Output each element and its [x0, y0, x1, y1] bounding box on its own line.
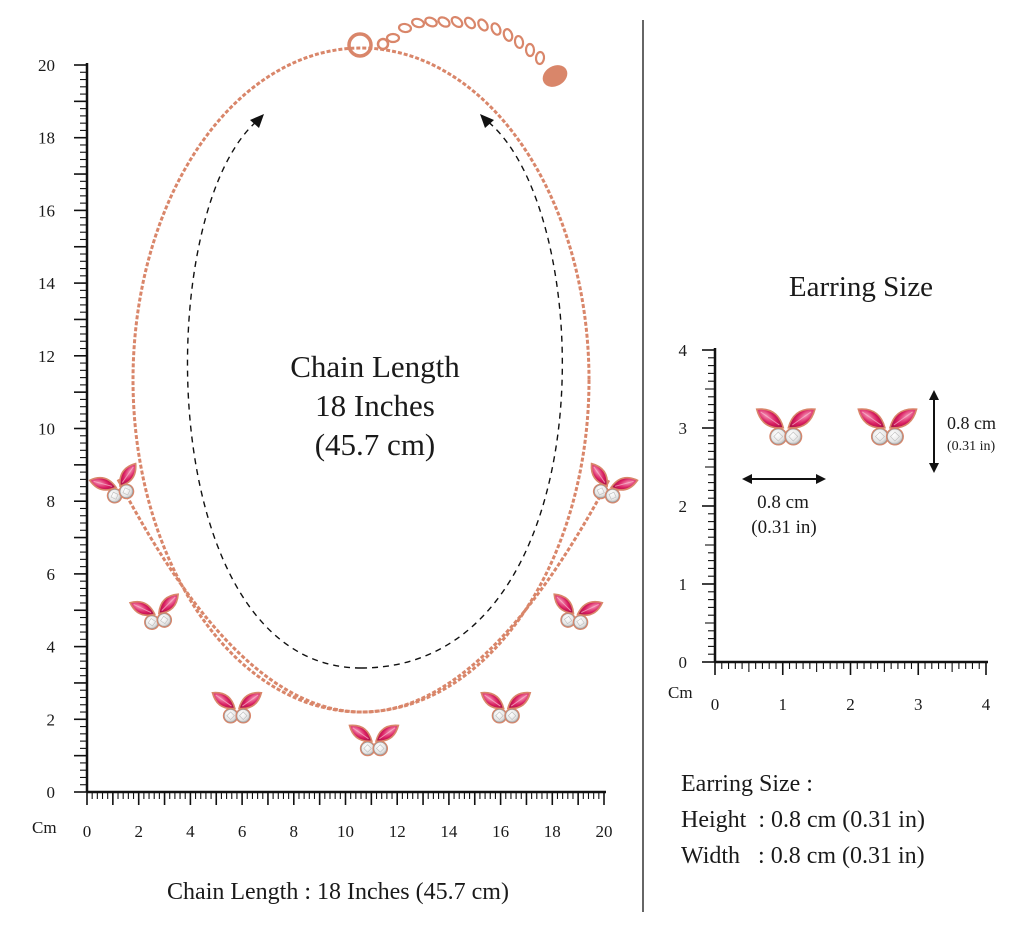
necklace-pendant-1 — [88, 462, 137, 504]
necklace-ruler-x-tick-label: 10 — [337, 822, 354, 841]
earring-ruler-y-tick-label: 2 — [679, 497, 688, 516]
earring-width-in: (0.31 in) — [751, 517, 816, 538]
necklace-chain-lower — [116, 478, 611, 714]
chain-length-label-line-1: Chain Length — [290, 349, 460, 384]
round-diamond — [872, 428, 888, 445]
lobster-clasp — [347, 32, 373, 58]
necklace-ruler-x-tick-label: 2 — [134, 822, 143, 841]
earring-width-cm: 0.8 cm — [757, 492, 809, 513]
round-diamond — [505, 709, 519, 723]
extender-chain — [385, 15, 546, 66]
necklace-pendant-3 — [211, 691, 263, 724]
extender-drop — [542, 65, 568, 87]
necklace-ruler-y-tick-label: 6 — [47, 565, 56, 584]
chain-length-label-line-3: (45.7 cm) — [315, 427, 436, 462]
necklace-ruler-y-tick-label: 20 — [38, 56, 55, 75]
round-diamond — [573, 615, 588, 629]
necklace-ruler-x-tick-label: 18 — [544, 822, 561, 841]
necklace-ruler-y-tick-label: 14 — [38, 274, 56, 293]
earring-stud-2 — [857, 408, 918, 446]
earring-ruler-x-tick-label: 1 — [779, 695, 788, 714]
necklace-ruler-x-tick-label: 4 — [186, 822, 195, 841]
earring-ruler-x-tick-label: 4 — [982, 695, 991, 714]
necklace-ruler-y-tick-label: 8 — [47, 492, 56, 511]
necklace-ruler: 0 2 4 6 8 10 12 14 16 18 20 0 2 4 6 8 10 12 14 16 18 20 — [38, 56, 613, 841]
earring-size-title: Earring Size — [789, 271, 933, 303]
summary-height: Height : 0.8 cm (0.31 in) — [681, 807, 925, 833]
necklace-ruler-y-tick-label: 0 — [47, 783, 56, 802]
jump-ring — [376, 37, 390, 51]
round-diamond — [373, 741, 387, 756]
earring-ruler: 0 1 2 3 4 0 1 2 3 4 — [679, 341, 991, 714]
earring-ruler-x-tick-label: 0 — [711, 695, 720, 714]
earring-size-summary: Earring Size : Height : 0.8 cm (0.31 in)… — [681, 771, 925, 869]
round-diamond — [605, 489, 620, 503]
earring-ruler-y-tick-label: 1 — [679, 575, 688, 594]
length-guide-right — [361, 116, 563, 669]
necklace-pendant-7 — [590, 462, 639, 504]
summary-width: Width : 0.8 cm (0.31 in) — [681, 843, 925, 869]
earring-height-cm: 0.8 cm — [947, 413, 996, 433]
earring-ruler-y-tick-label: 3 — [679, 419, 688, 438]
round-diamond — [236, 709, 250, 723]
earring-height-in: (0.31 in) — [947, 439, 996, 454]
earring-unit-label: Cm — [668, 683, 693, 702]
round-diamond — [224, 709, 238, 723]
necklace-ruler-x-tick-label: 8 — [290, 822, 299, 841]
necklace-ruler-y-tick-label: 2 — [47, 710, 56, 729]
round-diamond — [770, 428, 787, 445]
earring-stud-1 — [755, 408, 816, 446]
round-diamond — [887, 428, 903, 445]
necklace-pendant-2 — [128, 593, 180, 631]
necklace-pendant-4 — [348, 724, 400, 757]
necklace-ruler-y-tick-label: 4 — [47, 638, 56, 657]
chain-length-label-line-2: 18 Inches — [315, 388, 435, 423]
necklace-pendant-6 — [553, 593, 604, 631]
round-diamond — [492, 709, 507, 723]
round-diamond — [119, 484, 134, 499]
necklace-ruler-y-tick-label: 10 — [38, 420, 55, 439]
necklace-ruler-x-tick-label: 6 — [238, 822, 247, 841]
necklace-ruler-x-tick-label: 16 — [492, 822, 509, 841]
arrowhead-left — [250, 114, 264, 128]
necklace-pendant-5 — [480, 691, 532, 724]
earring-illustration — [755, 408, 918, 446]
necklace-ruler-x-tick-label: 20 — [596, 822, 613, 841]
earring-ruler-x-tick-label: 2 — [846, 695, 855, 714]
necklace-ruler-x-tick-label: 0 — [83, 822, 92, 841]
summary-title: Earring Size : — [681, 771, 813, 797]
round-diamond — [361, 741, 375, 756]
necklace-illustration — [88, 15, 639, 757]
necklace-ruler-x-tick-label: 12 — [389, 822, 406, 841]
earring-ruler-y-tick-label: 0 — [679, 653, 688, 672]
earring-ruler-x-tick-label: 3 — [914, 695, 923, 714]
earring-ruler-y-tick-label: 4 — [679, 341, 688, 360]
round-diamond — [785, 428, 802, 445]
necklace-ruler-y-tick-label: 12 — [38, 347, 55, 366]
necklace-ruler-y-tick-label: 16 — [38, 201, 55, 220]
earring-height-dimension: 0.8 cm (0.31 in) — [929, 390, 996, 473]
chain-length-label: Chain Length 18 Inches (45.7 cm) — [290, 349, 460, 462]
chain-length-caption: Chain Length : 18 Inches (45.7 cm) — [167, 879, 509, 905]
necklace-ruler-x-tick-label: 14 — [440, 822, 458, 841]
necklace-unit-label: Cm — [32, 818, 57, 837]
arrowhead-right — [480, 114, 494, 128]
necklace-chain-upper — [131, 46, 591, 714]
earring-width-dimension: 0.8 cm (0.31 in) — [742, 474, 826, 538]
necklace-ruler-y-tick-label: 18 — [38, 129, 55, 148]
round-diamond — [157, 613, 171, 627]
